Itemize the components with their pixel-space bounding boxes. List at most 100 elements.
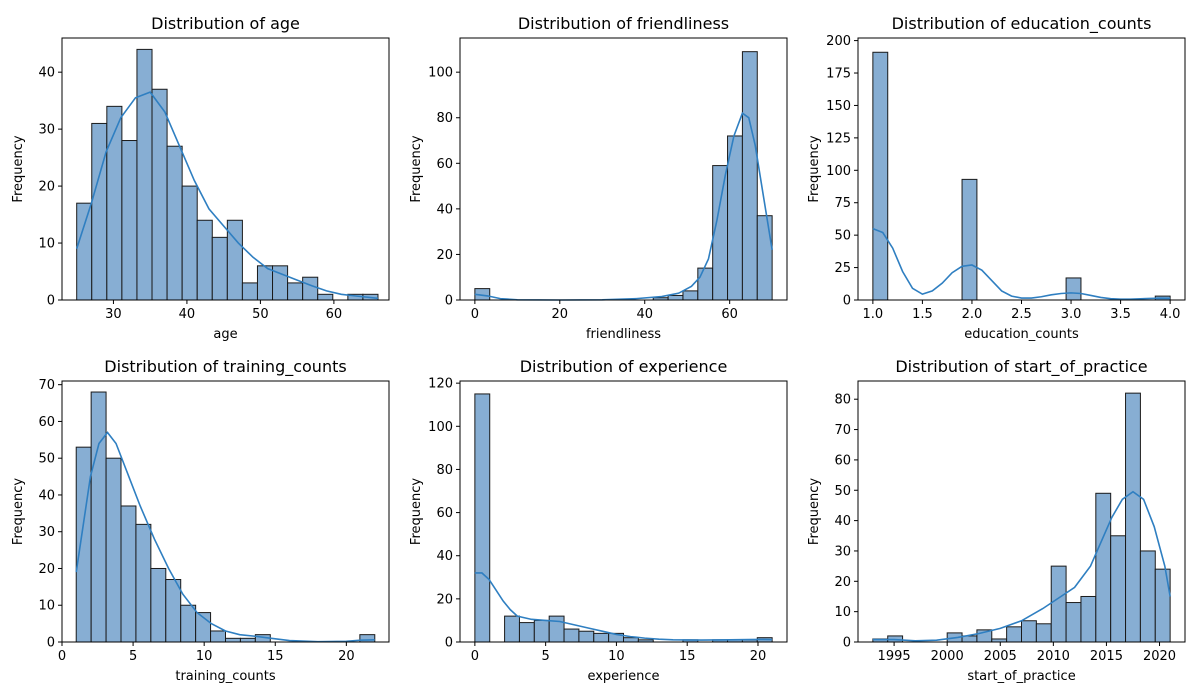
histogram-bar bbox=[1125, 392, 1141, 643]
x-tick-label: 15 bbox=[267, 649, 284, 664]
y-axis-label: Frequency bbox=[409, 135, 424, 202]
y-axis-label: Frequency bbox=[807, 135, 822, 202]
y-tick-label: 25 bbox=[834, 261, 851, 276]
histogram-bar bbox=[121, 140, 138, 301]
y-tick-label: 0 bbox=[47, 636, 55, 651]
histogram-bar bbox=[1065, 602, 1082, 643]
histogram-bar bbox=[1080, 595, 1097, 643]
chart-title: Distribution of age bbox=[151, 14, 300, 33]
histogram-bar bbox=[518, 622, 535, 643]
histogram-bar bbox=[165, 579, 182, 643]
histogram-bar bbox=[150, 567, 167, 643]
y-tick-label: 30 bbox=[38, 123, 55, 138]
histogram-bar bbox=[76, 202, 93, 301]
y-axis-label: Frequency bbox=[11, 478, 26, 545]
y-tick-label: 50 bbox=[834, 484, 851, 499]
x-tick-label: 5 bbox=[542, 649, 550, 664]
x-tick-label: 60 bbox=[721, 307, 738, 322]
x-tick-label: 1.0 bbox=[863, 307, 884, 322]
axes-frame bbox=[61, 380, 390, 643]
x-tick-label: 15 bbox=[679, 649, 696, 664]
y-tick-label: 80 bbox=[436, 463, 453, 478]
y-tick-label: 40 bbox=[436, 549, 453, 564]
x-tick-label: 10 bbox=[608, 649, 625, 664]
y-tick-label: 70 bbox=[834, 423, 851, 438]
histogram-bar bbox=[135, 523, 152, 643]
x-tick-label: 2.5 bbox=[1011, 307, 1032, 322]
y-tick-label: 125 bbox=[826, 131, 851, 146]
histogram-bar bbox=[756, 215, 773, 301]
kde-line bbox=[872, 490, 1171, 642]
histogram-bar bbox=[91, 122, 108, 301]
histogram-bar bbox=[872, 51, 889, 301]
x-tick-label: 1.5 bbox=[912, 307, 933, 322]
y-tick-label: 200 bbox=[826, 34, 851, 49]
axes-frame bbox=[459, 380, 788, 643]
y-tick-label: 10 bbox=[38, 237, 55, 252]
histogram-bar bbox=[578, 630, 595, 643]
y-tick-label: 50 bbox=[834, 229, 851, 244]
y-tick-label: 120 bbox=[428, 377, 453, 392]
y-tick-label: 40 bbox=[436, 202, 453, 217]
y-tick-label: 50 bbox=[38, 452, 55, 467]
y-tick-label: 100 bbox=[826, 164, 851, 179]
y-tick-label: 40 bbox=[834, 514, 851, 529]
x-tick-label: 5 bbox=[129, 649, 137, 664]
histogram-bar bbox=[623, 637, 639, 643]
y-tick-label: 0 bbox=[445, 636, 453, 651]
y-tick-label: 150 bbox=[826, 99, 851, 114]
histogram-bar bbox=[667, 294, 684, 301]
histogram-bar bbox=[225, 637, 241, 643]
histogram-bar bbox=[961, 178, 978, 301]
x-tick-label: 2005 bbox=[984, 649, 1017, 664]
axes-frame bbox=[61, 37, 390, 301]
x-tick-label: 0 bbox=[471, 649, 479, 664]
y-tick-label: 40 bbox=[38, 488, 55, 503]
chart-title: Distribution of start_of_practice bbox=[895, 357, 1147, 377]
histogram-bar bbox=[317, 293, 334, 301]
histogram-bar bbox=[239, 637, 256, 643]
x-tick-label: 3.0 bbox=[1061, 307, 1082, 322]
x-tick-label: 0 bbox=[471, 307, 479, 322]
chart-panel-1: 30 40 50 60 0 10 20 30 40 Distribution of age age F… bbox=[11, 14, 390, 342]
x-tick-label: 30 bbox=[105, 307, 122, 322]
x-tick-label: 60 bbox=[326, 307, 343, 322]
histogram-bar bbox=[697, 267, 714, 301]
x-axis-label: education_counts bbox=[964, 327, 1079, 342]
histogram-bar bbox=[166, 145, 183, 301]
histogram-bar bbox=[90, 391, 107, 643]
chart-title: Distribution of experience bbox=[520, 357, 728, 376]
histogram-bar bbox=[1065, 277, 1082, 301]
y-tick-label: 30 bbox=[38, 525, 55, 540]
histogram-bar bbox=[210, 630, 226, 643]
histogram-bar bbox=[533, 619, 550, 643]
y-tick-label: 60 bbox=[436, 157, 453, 172]
y-tick-label: 10 bbox=[38, 599, 55, 614]
x-axis-label: friendliness bbox=[586, 327, 661, 342]
axes-frame bbox=[857, 380, 1186, 643]
y-tick-label: 20 bbox=[436, 248, 453, 263]
histogram-bar bbox=[1110, 535, 1127, 643]
x-axis-label: start_of_practice bbox=[967, 669, 1075, 684]
y-tick-label: 70 bbox=[38, 378, 55, 393]
x-tick-label: 20 bbox=[552, 307, 569, 322]
histogram-bar bbox=[682, 290, 699, 301]
histogram-bar bbox=[181, 185, 198, 301]
kde-line bbox=[474, 572, 773, 641]
kde-line bbox=[75, 91, 379, 300]
histogram-bar bbox=[256, 265, 274, 301]
y-tick-label: 10 bbox=[834, 605, 851, 620]
chart-title: Distribution of education_counts bbox=[892, 14, 1152, 34]
y-tick-label: 0 bbox=[843, 636, 851, 651]
histogram-bar bbox=[106, 105, 123, 301]
x-tick-label: 50 bbox=[252, 307, 269, 322]
histogram-bar bbox=[1050, 565, 1067, 643]
y-tick-label: 20 bbox=[436, 592, 453, 607]
x-tick-label: 3.5 bbox=[1110, 307, 1131, 322]
histogram-bar bbox=[504, 615, 520, 643]
y-tick-label: 60 bbox=[436, 506, 453, 521]
y-tick-label: 60 bbox=[38, 415, 55, 430]
x-tick-label: 1995 bbox=[878, 649, 911, 664]
histogram-bar bbox=[563, 628, 580, 643]
